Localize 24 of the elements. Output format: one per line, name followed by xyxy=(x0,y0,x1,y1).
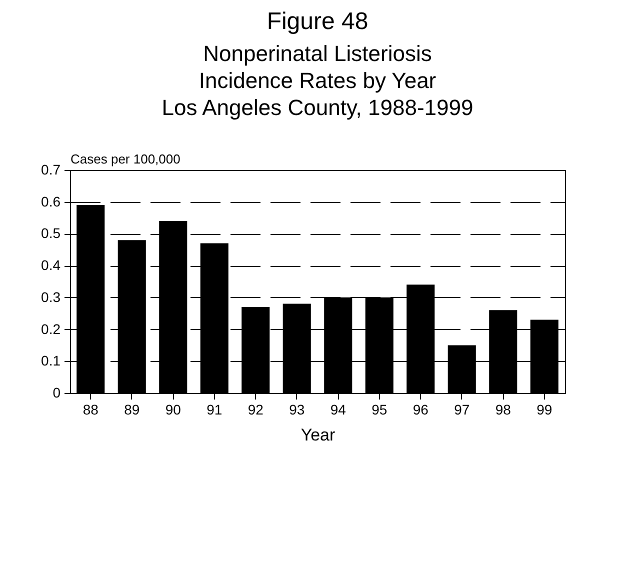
y-tick-label: 0.5 xyxy=(41,225,61,242)
x-tick-label: 88 xyxy=(82,402,99,418)
x-tick-label: 98 xyxy=(495,402,512,418)
y-tick-label: 0 xyxy=(52,384,61,400)
x-tick-label: 89 xyxy=(124,402,140,418)
y-tick-label: 0.1 xyxy=(41,352,61,369)
y-axis-title: Cases per 100,000 xyxy=(70,152,180,166)
x-tick-label: 97 xyxy=(454,402,470,418)
x-tick-label: 93 xyxy=(289,402,305,418)
y-tick-label: 0.7 xyxy=(41,162,61,178)
x-axis-title: Year xyxy=(300,426,336,444)
y-tick-label: 0.4 xyxy=(41,257,61,274)
chart-subtitle: Nonperinatal Listeriosis Incidence Rates by Year Los Angeles County, 1988-1999 xyxy=(162,41,474,120)
x-tick-label: 94 xyxy=(330,402,346,418)
chart-title: Figure 48 xyxy=(266,8,368,35)
x-tick-label: 99 xyxy=(536,402,552,418)
x-tick-label: 90 xyxy=(165,402,182,418)
x-tick-label: 92 xyxy=(248,402,264,418)
x-tick-label: 95 xyxy=(372,402,388,418)
x-tick-label: 91 xyxy=(206,402,222,418)
y-tick-label: 0.2 xyxy=(41,320,61,337)
y-tick-label: 0.3 xyxy=(41,288,61,305)
x-tick-label: 96 xyxy=(412,402,429,418)
y-tick-label: 0.6 xyxy=(41,193,61,210)
